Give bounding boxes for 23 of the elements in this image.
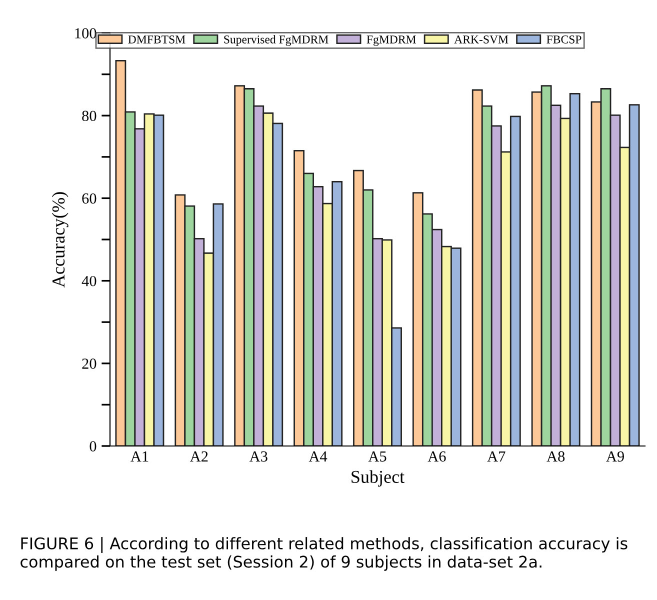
legend-label: ARK-SVM: [454, 36, 508, 44]
y-axis-title: Accuracy(%): [52, 192, 68, 288]
y-tick-label: 60: [82, 193, 96, 204]
x-tick-label: A5: [368, 451, 386, 462]
y-tick-label: 100: [75, 28, 96, 38]
x-tick-label: A3: [249, 451, 268, 462]
x-tick-label: A2: [190, 451, 208, 462]
caption: FIGURE 6 | According to different related methods, classification accuracy is compared on the test set (Session 2) of 9 subjects in data-set 2a.: [20, 537, 628, 571]
legend-label: Supervised FgMDRM: [224, 35, 328, 46]
x-tick-label: A7: [487, 451, 506, 462]
y-tick-label: 80: [82, 110, 96, 122]
x-tick-label: A8: [546, 451, 565, 462]
x-axis-title: Subject: [352, 470, 404, 487]
x-tick-label: A1: [130, 451, 148, 462]
y-tick-label: 40: [82, 276, 96, 286]
y-tick-label: 20: [82, 358, 96, 369]
x-tick-label: A9: [606, 451, 624, 462]
x-tick-label: A4: [308, 451, 328, 462]
legend-label: FBCSP: [546, 36, 582, 44]
y-tick-label: 0: [90, 441, 96, 452]
legend-label: FgMDRM: [366, 36, 416, 46]
x-tick-label: A6: [428, 451, 446, 462]
legend-label: DMFBTSM: [128, 36, 186, 44]
